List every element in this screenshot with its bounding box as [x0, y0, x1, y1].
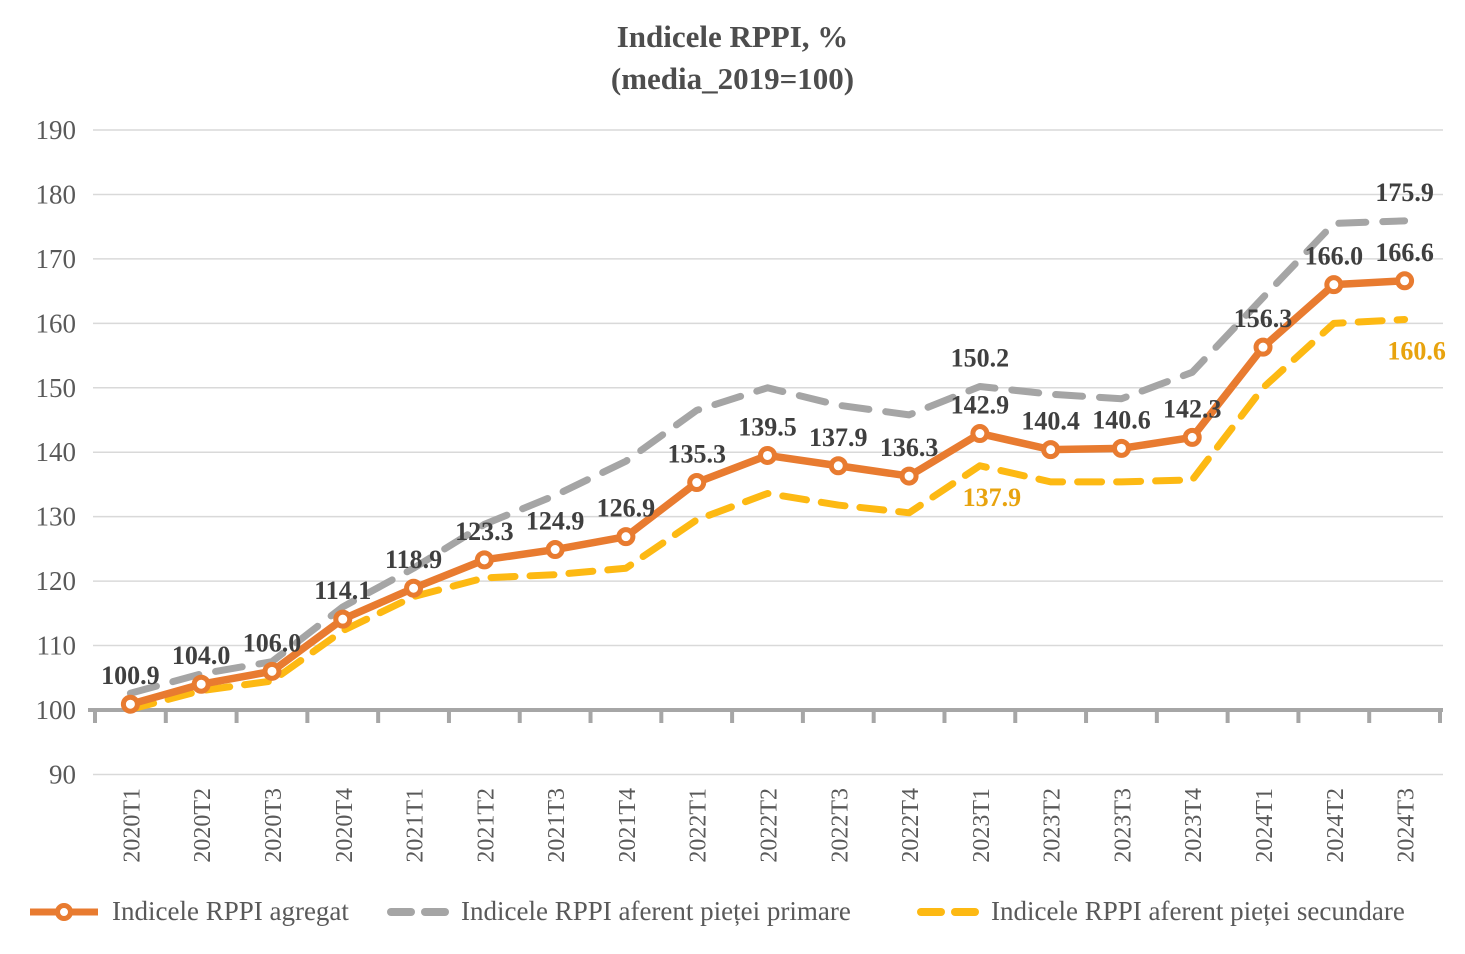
x-axis-tick-label: 2020T2 — [190, 788, 216, 863]
data-label: 142.9 — [951, 391, 1010, 420]
data-label: 104.0 — [172, 641, 231, 670]
legend: Indicele RPPI agregat Indicele RPPI afer… — [0, 896, 1465, 948]
data-label: 136.3 — [880, 433, 939, 462]
data-point-marker — [120, 694, 140, 714]
data-label: 100.9 — [101, 661, 160, 690]
data-label: 126.9 — [597, 494, 656, 523]
data-label: 106.0 — [243, 628, 302, 657]
data-label: 137.9 — [809, 423, 868, 452]
data-point-marker — [333, 609, 353, 629]
data-point-marker — [262, 661, 282, 681]
series-line-2 — [126, 315, 1409, 713]
legend-label-primare: Indicele RPPI aferent pieței primare — [461, 896, 851, 926]
y-axis-tick-label: 140 — [36, 437, 77, 467]
x-axis-tick-label: 2023T2 — [1040, 788, 1066, 863]
data-point-marker — [474, 550, 494, 570]
y-axis-tick-label: 180 — [36, 179, 77, 209]
x-axis-tick-label: 2020T1 — [119, 788, 145, 863]
legend-swatch-solid-line-marker-icon — [30, 902, 98, 921]
x-axis-tick-label: 2022T3 — [827, 788, 853, 863]
data-point-marker — [191, 674, 211, 694]
data-point-marker — [1324, 275, 1344, 295]
data-point-marker — [687, 473, 707, 493]
x-axis-tick-label: 2020T3 — [261, 788, 287, 863]
data-label: 137.9 — [963, 483, 1022, 512]
data-point-marker — [970, 424, 990, 444]
data-label: 123.3 — [455, 517, 514, 546]
data-label: 166.6 — [1375, 238, 1434, 267]
legend-label-agregat: Indicele RPPI agregat — [112, 896, 349, 926]
data-label: 140.4 — [1021, 407, 1080, 436]
legend-swatch-dashed-line-icon — [917, 907, 979, 916]
x-axis-tick-label: 2021T3 — [544, 788, 570, 863]
data-point-marker — [1182, 427, 1202, 447]
x-axis-tick-label: 2023T3 — [1110, 788, 1136, 863]
data-label: 140.6 — [1092, 405, 1151, 434]
data-label: 124.9 — [526, 507, 585, 536]
data-point-marker — [758, 445, 777, 465]
data-point-marker — [899, 466, 919, 486]
data-label: 114.1 — [314, 576, 371, 605]
x-axis-tick-label: 2021T4 — [615, 788, 641, 863]
x-axis-tick-label: 2022T1 — [686, 788, 712, 863]
y-axis-tick-label: 160 — [36, 308, 77, 338]
chart-title-line1: Indicele RPPI, % — [616, 19, 849, 54]
y-axis-tick-label: 130 — [36, 502, 77, 532]
data-point-marker — [545, 540, 565, 560]
data-label: 139.5 — [738, 412, 797, 441]
data-label: 175.9 — [1375, 178, 1434, 207]
data-label: 166.0 — [1305, 242, 1364, 271]
data-point-marker — [1395, 271, 1415, 291]
legend-swatch-dashed-line-icon — [387, 907, 449, 916]
x-axis-tick-label: 2023T4 — [1181, 788, 1207, 863]
x-axis-tick-label: 2023T1 — [969, 788, 995, 863]
legend-item-agregat: Indicele RPPI agregat — [28, 896, 349, 927]
data-point-marker — [616, 527, 636, 547]
y-axis-tick-label: 150 — [36, 373, 77, 403]
legend-label-secundare: Indicele RPPI aferent pieței secundare — [991, 896, 1405, 926]
chart-title-line2: (media_2019=100) — [610, 61, 855, 96]
x-axis-tick-label: 2021T1 — [403, 788, 429, 863]
y-axis-tick-label: 170 — [36, 244, 77, 274]
x-axis-tick-label: 2022T2 — [757, 788, 783, 863]
x-axis-tick-label: 2020T4 — [332, 788, 358, 863]
data-label: 156.3 — [1234, 304, 1293, 333]
x-axis-tick-label: 2022T4 — [898, 788, 924, 863]
data-point-marker — [1253, 337, 1273, 357]
data-label: 135.3 — [667, 440, 726, 469]
data-point-marker — [1041, 440, 1061, 460]
data-label: 118.9 — [385, 545, 442, 574]
data-label: 150.2 — [951, 343, 1010, 372]
x-axis-tick-label: 2024T2 — [1323, 788, 1349, 863]
y-axis-tick-label: 90 — [49, 759, 76, 789]
data-label: 142.3 — [1163, 394, 1222, 423]
data-point-marker — [404, 578, 424, 598]
x-axis-tick-label: 2021T2 — [473, 788, 499, 863]
y-axis-tick-label: 100 — [36, 695, 77, 725]
legend-item-primare: Indicele RPPI aferent pieței primare — [385, 896, 851, 927]
data-point-marker — [1111, 438, 1131, 458]
y-axis-tick-label: 190 — [36, 115, 77, 145]
x-axis-tick-label: 2024T1 — [1252, 788, 1278, 863]
y-axis-tick-label: 110 — [37, 631, 77, 661]
series-line-1 — [126, 217, 1409, 697]
x-axis-tick-label: 2024T3 — [1394, 788, 1420, 863]
data-point-marker — [828, 456, 848, 476]
data-label: 160.6 — [1387, 336, 1446, 365]
chart-title: Indicele RPPI, % (media_2019=100) — [0, 16, 1465, 100]
y-axis-tick-label: 120 — [36, 566, 77, 596]
legend-item-secundare: Indicele RPPI aferent pieței secundare — [915, 896, 1405, 927]
